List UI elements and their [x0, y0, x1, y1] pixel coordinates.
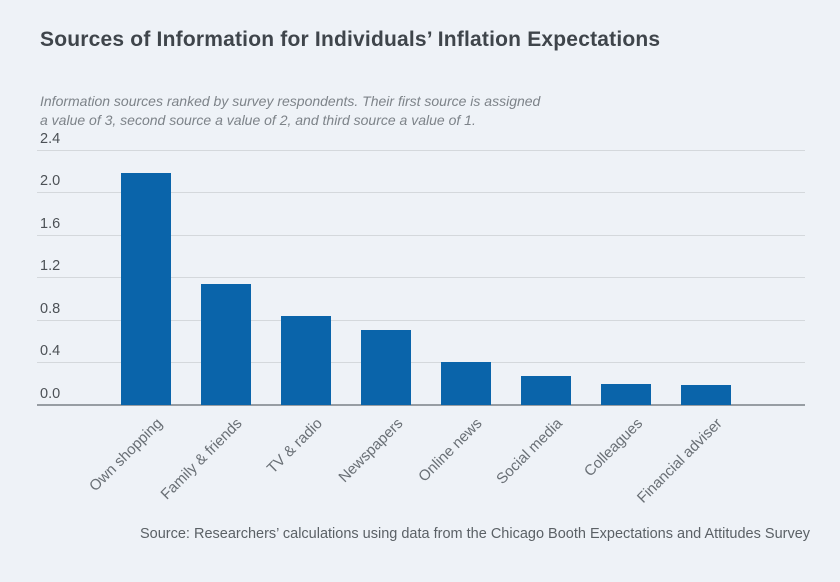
- y-axis-tick-label: 0.0: [40, 385, 61, 402]
- x-axis-label-social-media: Social media: [493, 415, 567, 488]
- y-axis-tick-label: 2.4: [40, 130, 61, 147]
- bar-own-shopping: [121, 172, 171, 405]
- x-axis-label-own-shopping: Own shopping: [86, 415, 167, 495]
- y-axis-tick-label: 1.2: [40, 258, 61, 274]
- x-axis-label-colleagues: Colleagues: [580, 415, 647, 481]
- y-axis-tick-label: 0.4: [40, 343, 61, 359]
- chart-subtitle-line-2: a value of 3, second source a value of 2…: [40, 111, 476, 128]
- bar-tv-radio: [281, 316, 331, 405]
- chart-subtitle-line-1: Information sources ranked by survey res…: [40, 93, 541, 109]
- gridline: [37, 192, 805, 193]
- y-axis-tick-label: 0.8: [40, 300, 61, 317]
- gridline: [37, 277, 805, 278]
- x-axis-baseline: [37, 404, 805, 406]
- x-axis-label-family-friends: Family & friends: [157, 415, 247, 504]
- bar-financial-adviser: [681, 385, 731, 405]
- bar-social-media: [521, 375, 571, 405]
- source-note: Source: Researchers’ calculations using …: [139, 526, 811, 542]
- x-axis-label-online-news: Online news: [415, 415, 487, 486]
- y-axis-tick-label: 1.6: [40, 215, 61, 232]
- chart-title: Sources of Information for Individuals’ …: [40, 28, 661, 51]
- y-axis-tick-label: 2.0: [40, 173, 61, 189]
- gridline: [37, 362, 805, 363]
- gridline: [37, 149, 805, 151]
- chart-subtitle: Information sources ranked by survey res…: [40, 92, 540, 129]
- x-axis-label-tv-radio: TV & radio: [263, 415, 327, 478]
- bar-online-news: [441, 362, 491, 405]
- gridline: [37, 234, 805, 236]
- bar-family-friends: [201, 284, 251, 405]
- x-axis-label-financial-adviser: Financial adviser: [634, 415, 727, 507]
- bar-newspapers: [361, 330, 411, 405]
- gridline: [37, 319, 805, 321]
- x-axis-label-newspapers: Newspapers: [335, 415, 407, 486]
- bar-colleagues: [601, 384, 651, 405]
